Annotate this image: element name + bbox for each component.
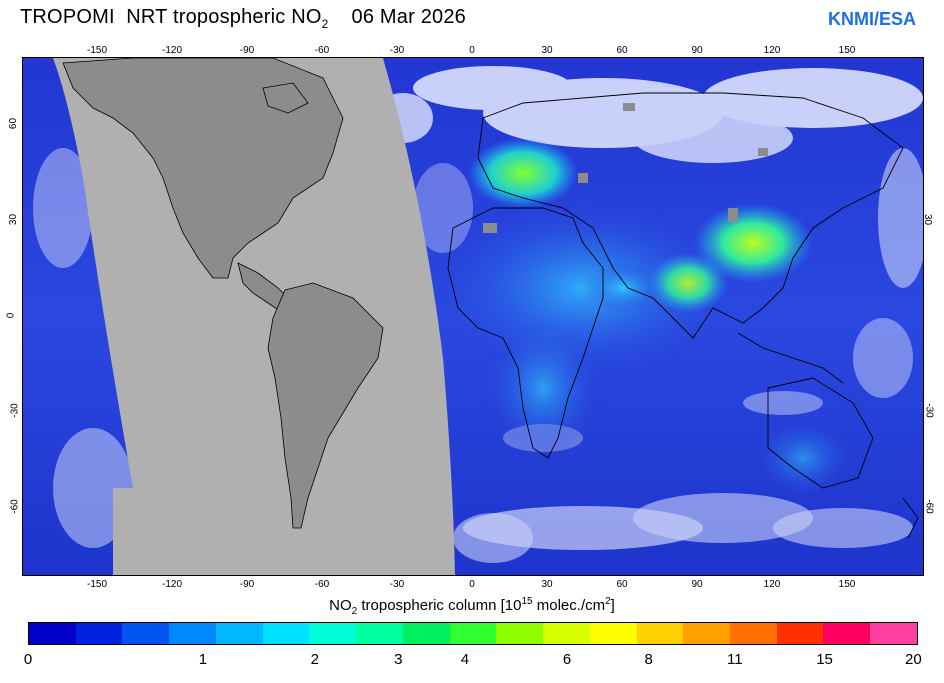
x-tick-label: 90: [691, 579, 703, 590]
y-tick-label: -30: [9, 403, 21, 418]
y-tick-label: -60: [923, 499, 935, 514]
colorbar-segment: [75, 623, 123, 644]
colorbar-segment: [169, 623, 216, 644]
colorbar-segment: [543, 623, 590, 644]
colorbar-tick-label: 20: [904, 651, 922, 668]
colorbar-segment: [215, 623, 263, 644]
colorbar-tick-label: 6: [562, 651, 572, 668]
brand-logo: KNMI/ESA: [827, 9, 916, 29]
x-tick-label: -120: [161, 579, 183, 590]
colorbar-segment: [122, 623, 170, 644]
colorbar-segment: [496, 623, 544, 644]
coastlines: [447, 92, 919, 539]
colorbar-tick-label: 15: [816, 651, 833, 668]
eurasia-no-data: [483, 103, 768, 233]
x-tick-label: -60: [314, 45, 330, 56]
colorbar-tick-label: 1: [198, 651, 208, 668]
colorbar-segment: [823, 623, 871, 644]
colorbar-segment: [29, 623, 76, 644]
x-tick-label: 0: [469, 579, 475, 590]
x-tick-label: 30: [541, 45, 553, 56]
x-tick-label: 90: [691, 45, 703, 56]
y-tick-label: -30: [923, 403, 935, 418]
y-tick-label: 0: [5, 312, 17, 318]
x-tick-label: 60: [616, 579, 628, 590]
x-tick-label: -120: [161, 45, 183, 56]
x-tick-label: -90: [239, 579, 255, 590]
x-tick-label: -90: [239, 45, 255, 56]
colorbar-tick-label: 11: [727, 651, 743, 668]
no-data-swath: [53, 58, 455, 575]
x-tick-label: 30: [541, 579, 553, 590]
colorbar-segment: [449, 623, 497, 644]
x-tick-label: 120: [763, 579, 781, 590]
colorbar-label: NO2 tropospheric column [1015 molec./cm2…: [329, 596, 615, 617]
colorbar-tick-label: 0: [23, 651, 33, 668]
colorbar: [28, 622, 918, 645]
x-tick-label: 150: [838, 579, 856, 590]
x-tick-label: 0: [469, 45, 475, 56]
colorbar-segment: [309, 623, 357, 644]
colorbar-segment: [776, 623, 824, 644]
colorbar-segment: [870, 623, 917, 644]
americas-land: [62, 58, 384, 529]
colorbar-tick-label: 4: [460, 651, 470, 668]
x-tick-label: -60: [314, 579, 330, 590]
no2-map[interactable]: [22, 57, 924, 576]
x-tick-label: 60: [616, 45, 628, 56]
y-tick-label: 30: [8, 213, 20, 225]
map-canvas: [23, 58, 923, 575]
y-tick-label: -60: [9, 499, 21, 514]
x-tick-label: 120: [763, 45, 781, 56]
colorbar-segment: [262, 623, 310, 644]
colorbar-segment: [356, 623, 403, 644]
x-tick-label: -30: [389, 579, 405, 590]
x-tick-label: -150: [86, 579, 108, 590]
x-tick-label: 150: [838, 45, 856, 56]
y-tick-label: 60: [8, 117, 20, 130]
colorbar-segment: [636, 623, 684, 644]
colorbar-tick-label: 2: [310, 651, 319, 668]
colorbar-tick-label: 8: [644, 651, 653, 668]
colorbar-segment: [730, 623, 777, 644]
cloud-layer: [33, 66, 923, 563]
map-title: TROPOMI NRT tropospheric NO2 06 Mar 2026: [20, 6, 467, 31]
x-tick-label: -150: [86, 45, 108, 56]
colorbar-segment: [683, 623, 731, 644]
colorbar-segment: [402, 623, 450, 644]
colorbar-tick-label: 3: [394, 651, 403, 668]
x-tick-label: -30: [389, 45, 405, 56]
no2-hotspots: [433, 138, 853, 498]
colorbar-segment: [589, 623, 637, 644]
